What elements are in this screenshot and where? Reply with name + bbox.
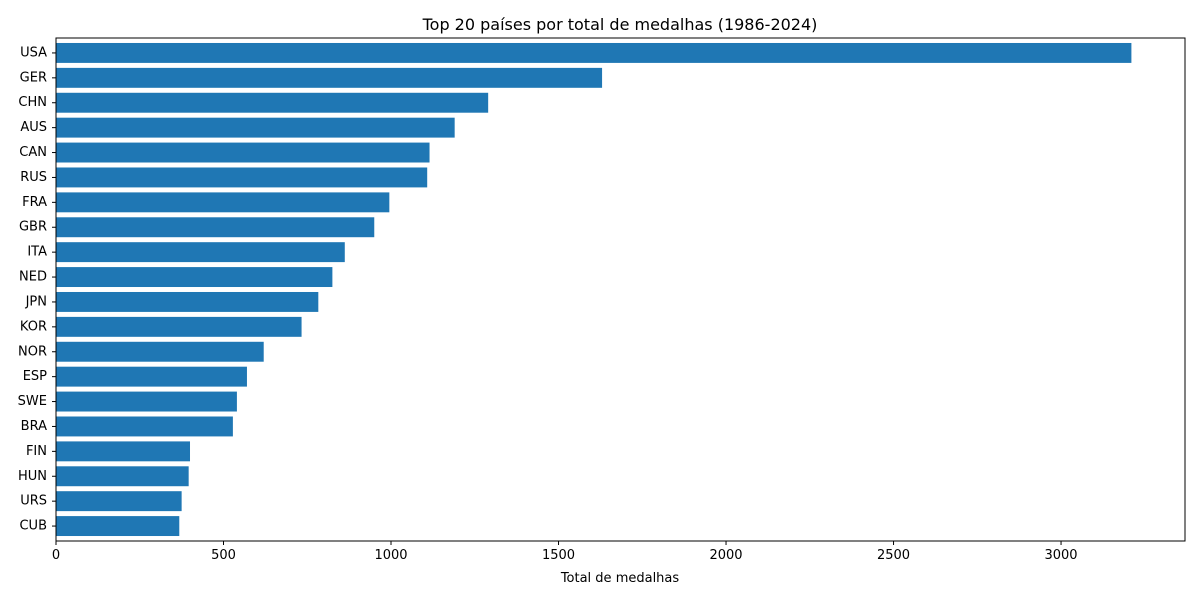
y-tick-label: ESP bbox=[23, 369, 47, 384]
y-tick-label: JPN bbox=[25, 294, 47, 309]
y-tick-label: KOR bbox=[20, 319, 47, 334]
y-tick-label: HUN bbox=[18, 469, 47, 484]
x-tick-label: 2500 bbox=[877, 548, 910, 563]
y-tick-label: SWE bbox=[18, 394, 47, 409]
bar-fin bbox=[56, 441, 191, 462]
x-tick-label: 0 bbox=[52, 548, 60, 563]
bar-cub bbox=[56, 516, 180, 537]
x-tick-label: 3000 bbox=[1044, 548, 1077, 563]
x-axis-label: Total de medalhas bbox=[560, 571, 680, 586]
plot-frame bbox=[55, 37, 1186, 542]
bar-ita bbox=[56, 242, 345, 263]
y-tick-label: BRA bbox=[21, 419, 47, 434]
y-tick-label: CHN bbox=[18, 95, 47, 110]
y-tick-label: ITA bbox=[27, 245, 47, 260]
chart-title: Top 20 países por total de medalhas (198… bbox=[422, 15, 818, 34]
bar-kor bbox=[56, 316, 302, 337]
bar-jpn bbox=[56, 291, 319, 312]
bar-urs bbox=[56, 491, 182, 512]
y-tick-label: URS bbox=[20, 494, 47, 509]
y-tick-label: CUB bbox=[19, 519, 47, 534]
bars-group bbox=[56, 42, 1132, 537]
y-tick-label: FIN bbox=[26, 444, 47, 459]
bar-rus bbox=[56, 167, 428, 188]
bar-ned bbox=[56, 267, 333, 288]
x-tick-label: 1500 bbox=[542, 548, 575, 563]
bar-aus bbox=[56, 117, 455, 138]
bar-usa bbox=[56, 42, 1132, 63]
x-axis-ticks: 0 500 1000 1500 2000 2500 3000 bbox=[52, 541, 1078, 563]
x-tick-label: 2000 bbox=[709, 548, 742, 563]
bar-fra bbox=[56, 192, 390, 213]
y-tick-label: CAN bbox=[19, 145, 47, 160]
y-tick-label: NOR bbox=[18, 344, 47, 359]
y-tick-label: NED bbox=[19, 270, 47, 285]
y-tick-label: GER bbox=[20, 70, 47, 85]
bar-swe bbox=[56, 391, 237, 412]
y-tick-label: USA bbox=[20, 45, 47, 60]
bar-bra bbox=[56, 416, 233, 437]
x-tick-label: 500 bbox=[211, 548, 236, 563]
bar-esp bbox=[56, 366, 247, 387]
bar-hun bbox=[56, 466, 189, 487]
x-tick-label: 1000 bbox=[374, 548, 407, 563]
bar-can bbox=[56, 142, 430, 163]
y-tick-label: AUS bbox=[20, 120, 47, 135]
bar-gbr bbox=[56, 217, 375, 238]
y-axis-ticks: USA GER CHN AUS CAN RUS FRA GBR ITA NED JPN KOR NOR E… bbox=[18, 45, 56, 534]
y-tick-label: FRA bbox=[22, 195, 47, 210]
y-tick-label: RUS bbox=[20, 170, 47, 185]
bar-ger bbox=[56, 67, 603, 88]
bar-chn bbox=[56, 92, 489, 113]
y-tick-label: GBR bbox=[19, 220, 47, 235]
bar-nor bbox=[56, 341, 264, 362]
